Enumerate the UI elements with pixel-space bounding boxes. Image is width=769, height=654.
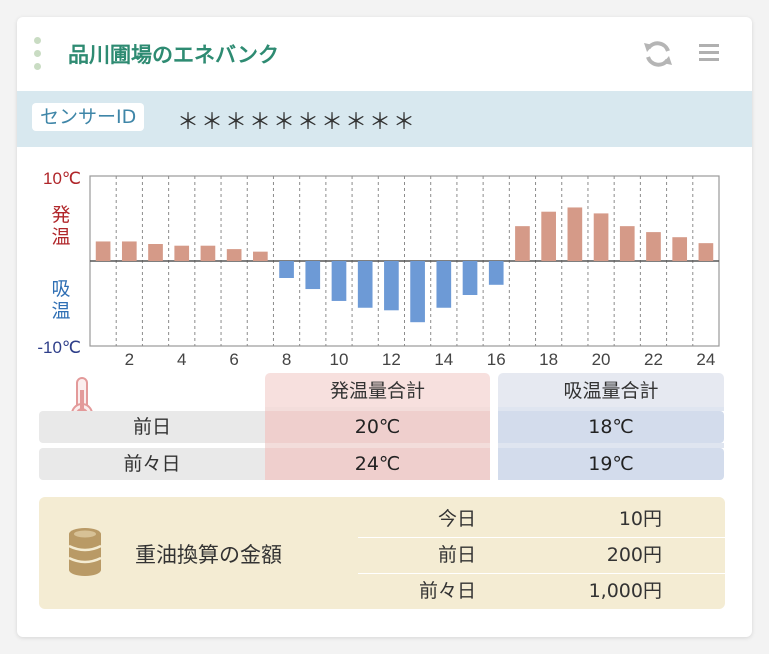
x-tick-label: 24 xyxy=(696,350,715,369)
x-tick-label: 2 xyxy=(125,350,134,369)
bar-hour-6 xyxy=(226,249,242,261)
oil-row-label: 前々日 xyxy=(418,580,476,602)
oil-row-label: 今日 xyxy=(437,508,476,530)
row-label: 前日 xyxy=(39,411,265,443)
cold-total-value: 18℃ xyxy=(498,411,724,443)
oil-row-yesterday: 前日 200円 xyxy=(358,537,725,574)
x-tick-label: 4 xyxy=(177,350,186,369)
bar-hour-19 xyxy=(567,207,583,261)
bar-hour-2 xyxy=(121,241,137,261)
row-label: 前々日 xyxy=(39,448,265,480)
x-tick-label: 14 xyxy=(434,350,453,369)
refresh-icon xyxy=(644,41,672,67)
bar-hour-7 xyxy=(253,251,268,261)
hot-total-value: 24℃ xyxy=(265,448,490,480)
table-row: 前日 20℃ 18℃ xyxy=(39,411,724,443)
oil-row-today: 今日 10円 xyxy=(358,501,725,538)
hot-column-gap xyxy=(265,443,490,448)
hot-column-gap xyxy=(265,407,490,411)
hot-total-value: 20℃ xyxy=(265,411,490,443)
oil-row-day-before: 前々日 1,000円 xyxy=(358,573,725,609)
bar-hour-11 xyxy=(357,261,373,308)
x-tick-label: 10 xyxy=(330,350,349,369)
oil-row-value: 10円 xyxy=(618,508,662,530)
bar-hour-3 xyxy=(148,244,163,261)
sensor-id-label: センサーID xyxy=(32,103,145,131)
cold-total-header: 吸温量合計 xyxy=(498,373,724,407)
bar-hour-24 xyxy=(698,243,714,261)
cold-column-gap xyxy=(498,407,724,411)
bar-hour-4 xyxy=(174,245,190,261)
x-tick-label: 22 xyxy=(644,350,663,369)
bar-hour-13 xyxy=(410,261,425,323)
hourly-heat-chart: 10℃ 発温 吸温 -10℃ 2 4 6 8 10 12 14 16 18 20 22 24 xyxy=(17,159,752,369)
hot-label: 発温 xyxy=(51,204,70,248)
x-tick-label: 8 xyxy=(282,350,291,369)
chart-svg: 10℃ 発温 吸温 -10℃ 2 4 6 8 10 12 14 16 18 20 22 24 xyxy=(37,169,720,369)
oil-drum-icon xyxy=(67,527,103,577)
bar-hour-18 xyxy=(541,211,556,261)
menu-button[interactable] xyxy=(697,41,721,67)
bar-hour-8 xyxy=(279,261,294,278)
card-header: 品川圃場のエネバンク xyxy=(17,17,752,91)
bar-hour-20 xyxy=(593,213,609,261)
bar-hour-15 xyxy=(462,261,478,295)
oil-title: 重油換算の金額 xyxy=(135,543,282,567)
heat-summary-table: 発温量合計 吸温量合計 前日 20℃ 18℃ 前々日 24℃ 19℃ xyxy=(17,372,752,484)
bar-hour-12 xyxy=(384,261,399,311)
x-tick-label: 6 xyxy=(229,350,238,369)
oil-equivalent-box: 重油換算の金額 今日 10円 前日 200円 前々日 1,000円 xyxy=(39,497,725,609)
oil-row-value: 200円 xyxy=(606,544,662,566)
card-title: 品川圃場のエネバンク xyxy=(68,43,280,67)
refresh-button[interactable] xyxy=(641,37,675,71)
cold-column-gap xyxy=(498,443,724,448)
oil-row-label: 前日 xyxy=(437,544,476,566)
table-row: 前々日 24℃ 19℃ xyxy=(39,448,724,480)
energy-bank-card: 品川圃場のエネバンク センサーID ＊＊＊＊＊＊＊＊＊＊ 10℃ 発温 吸温 -… xyxy=(17,17,752,637)
bar-hour-22 xyxy=(646,232,661,261)
bar-hour-14 xyxy=(436,261,452,308)
sensor-bar: センサーID ＊＊＊＊＊＊＊＊＊＊ xyxy=(17,91,752,147)
bar-hour-17 xyxy=(515,226,530,261)
bar-hour-10 xyxy=(331,261,347,301)
x-tick-label: 18 xyxy=(539,350,558,369)
cold-total-value: 19℃ xyxy=(498,448,724,480)
hamburger-menu-icon xyxy=(699,44,719,47)
bar-hour-23 xyxy=(672,237,688,261)
sensor-id-value: ＊＊＊＊＊＊＊＊＊＊ xyxy=(177,110,418,135)
bar-hour-5 xyxy=(200,245,216,261)
y-bottom-label: -10℃ xyxy=(37,338,81,357)
x-tick-label: 20 xyxy=(592,350,611,369)
x-tick-label: 16 xyxy=(487,350,506,369)
cold-label: 吸温 xyxy=(51,278,70,322)
y-top-label: 10℃ xyxy=(43,169,81,188)
hot-total-header: 発温量合計 xyxy=(265,373,490,407)
bar-hour-16 xyxy=(488,261,504,285)
bar-hour-21 xyxy=(619,226,635,261)
bar-hour-1 xyxy=(95,241,111,261)
oil-row-value: 1,000円 xyxy=(588,580,662,602)
x-tick-label: 12 xyxy=(382,350,401,369)
drag-handle-icon[interactable] xyxy=(34,37,42,73)
bar-hour-9 xyxy=(305,261,321,290)
